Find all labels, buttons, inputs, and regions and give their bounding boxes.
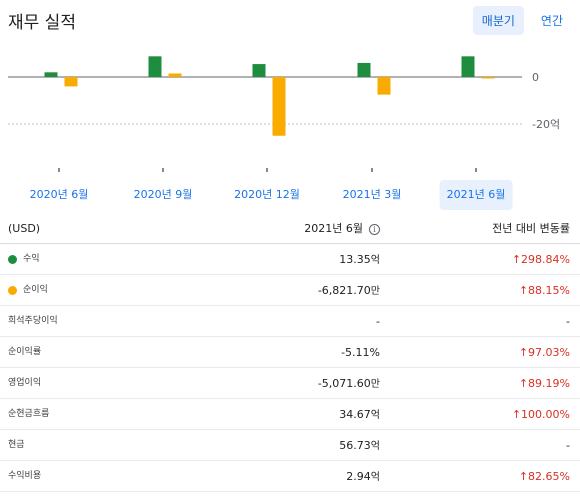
row-label-text: 수익비용 bbox=[8, 471, 42, 481]
revenue-bar bbox=[148, 56, 162, 77]
row-label-text: 수익 bbox=[23, 254, 40, 264]
table-row: 수익 13.35억 ↑298.84% bbox=[0, 244, 580, 275]
row-value-unit: 억 bbox=[370, 410, 380, 421]
row-value-unit: 억 bbox=[370, 255, 380, 266]
revenue-legend-dot-icon bbox=[8, 255, 17, 264]
table-row: 순이익 -6,821.70만 ↑88.15% bbox=[0, 275, 580, 306]
row-value-unit: 억 bbox=[370, 441, 380, 452]
period-header: 2021년 6월 i bbox=[304, 214, 380, 244]
table-header: (USD) 2021년 6월 i 전년 대비 변동률 bbox=[0, 214, 580, 244]
row-label: 수익비용 bbox=[8, 461, 41, 492]
row-value: 34.67억 bbox=[339, 399, 380, 431]
row-value-number: - bbox=[376, 315, 380, 328]
row-value: - bbox=[376, 306, 380, 337]
row-label: 희석주당이익 bbox=[8, 306, 58, 337]
y-tick-label: 0 bbox=[532, 71, 539, 84]
row-value-number: 13.35 bbox=[339, 253, 371, 266]
currency-label: (USD) bbox=[8, 222, 41, 235]
tab-annual[interactable]: 연간 bbox=[540, 14, 563, 28]
row-label: 영업이익 bbox=[8, 368, 41, 399]
row-label: 수익 bbox=[8, 244, 40, 275]
table-row: 순현금흐름 34.67억 ↑100.00% bbox=[0, 399, 580, 430]
row-value-number: 34.67 bbox=[339, 408, 371, 421]
financials-table: (USD) 2021년 6월 i 전년 대비 변동률 수익 13.35억 ↑298.… bbox=[0, 214, 580, 492]
period-selector: 2020년 6월 2020년 9월 2020년 12월 2021년 3월 2021년 6… bbox=[0, 180, 580, 210]
change-header: 전년 대비 변동률 bbox=[492, 222, 570, 235]
period-option[interactable]: 2020년 12월 bbox=[234, 188, 300, 201]
row-label: 순이익률 bbox=[8, 337, 41, 368]
y-tick-label: -20억 bbox=[532, 118, 560, 131]
row-value-unit: 만 bbox=[370, 379, 380, 390]
net-income-bar bbox=[272, 77, 286, 136]
row-value-number: 56.73 bbox=[339, 439, 371, 452]
row-change: - bbox=[566, 315, 570, 328]
row-value: -5,071.60만 bbox=[318, 368, 380, 400]
row-label-text: 현금 bbox=[8, 440, 25, 450]
period-option[interactable]: 2020년 9월 bbox=[133, 188, 193, 201]
info-icon[interactable]: i bbox=[369, 223, 380, 235]
row-change: ↑100.00% bbox=[511, 408, 570, 421]
row-label-text: 순이익률 bbox=[8, 347, 42, 357]
row-change: ↑89.19% bbox=[518, 377, 570, 390]
row-value: -6,821.70만 bbox=[318, 275, 380, 307]
net-income-legend-dot-icon bbox=[8, 286, 17, 295]
row-change: - bbox=[566, 439, 570, 452]
table-row: 현금 56.73억 - bbox=[0, 430, 580, 461]
period-option[interactable]: 2021년 3월 bbox=[342, 188, 402, 201]
net-income-bar bbox=[168, 73, 182, 77]
row-value: 13.35억 bbox=[339, 244, 380, 276]
row-label-text: 영업이익 bbox=[8, 378, 42, 388]
period-header-label: 2021년 6월 bbox=[304, 222, 363, 235]
net-income-bar bbox=[377, 77, 391, 95]
table-row: 희석주당이익 - - bbox=[0, 306, 580, 337]
row-value: -5.11% bbox=[341, 337, 380, 368]
period-option[interactable]: 2021년 6월 bbox=[439, 180, 513, 210]
revenue-bar bbox=[461, 56, 475, 77]
revenue-bar bbox=[357, 62, 371, 77]
row-label: 순현금흐름 bbox=[8, 399, 49, 430]
row-value-number: 2.94 bbox=[346, 470, 371, 483]
row-change: ↑298.84% bbox=[511, 253, 570, 266]
row-label-text: 순현금흐름 bbox=[8, 409, 50, 419]
revenue-bar bbox=[252, 64, 266, 77]
row-value: 2.94억 bbox=[346, 461, 380, 493]
period-tabs: 매분기 연간 bbox=[472, 6, 572, 35]
row-label: 순이익 bbox=[8, 275, 48, 306]
row-value-number: -5,071.60 bbox=[317, 377, 371, 390]
row-value-unit: 만 bbox=[370, 286, 380, 297]
row-value: 56.73억 bbox=[339, 430, 380, 462]
row-value-unit: 억 bbox=[370, 472, 380, 483]
row-label: 현금 bbox=[8, 430, 25, 461]
table-row: 순이익률 -5.11% ↑97.03% bbox=[0, 337, 580, 368]
row-value-number: -6,821.70 bbox=[317, 284, 371, 297]
tab-quarterly[interactable]: 매분기 bbox=[472, 6, 524, 35]
page-title: 재무 실적 bbox=[8, 13, 76, 33]
table-row: 영업이익 -5,071.60만 ↑89.19% bbox=[0, 368, 580, 399]
row-value-number: -5.11% bbox=[341, 346, 380, 359]
row-change: ↑97.03% bbox=[518, 346, 570, 359]
financial-bar-chart: 0 -20억 bbox=[8, 56, 560, 172]
row-change: ↑88.15% bbox=[518, 284, 570, 297]
row-label-text: 희석주당이익 bbox=[8, 316, 58, 326]
net-income-bar bbox=[481, 77, 495, 79]
row-change: ↑82.65% bbox=[518, 470, 570, 483]
net-income-bar bbox=[64, 77, 78, 87]
revenue-bar bbox=[44, 72, 58, 77]
row-label-text: 순이익 bbox=[23, 285, 48, 295]
period-option[interactable]: 2020년 6월 bbox=[29, 188, 89, 201]
table-row: 수익비용 2.94억 ↑82.65% bbox=[0, 461, 580, 492]
